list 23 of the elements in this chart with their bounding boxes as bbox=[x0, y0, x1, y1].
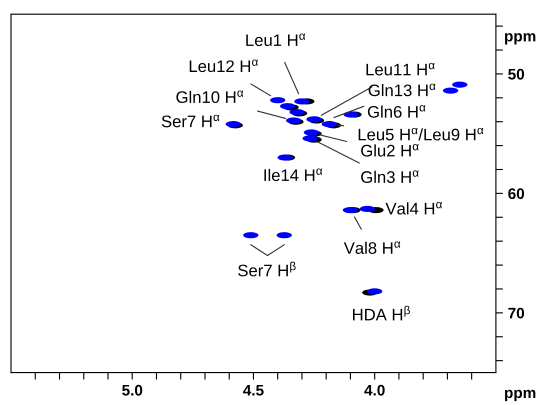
annotation: Gln13 H$^{α}$ bbox=[368, 84, 436, 96]
annotation: Val4 H$^{α}$ bbox=[386, 202, 442, 215]
y-tick-label: 70 bbox=[508, 308, 524, 319]
y-axis-title: ppm bbox=[505, 33, 536, 45]
x-tick-label: 4.0 bbox=[364, 384, 385, 396]
annotation: Ile14 H$^{α}$ bbox=[264, 168, 322, 182]
annotation: HDA H$^{β}$ bbox=[353, 306, 410, 320]
annotation: Ser7 H$^{α}$ bbox=[162, 114, 220, 128]
annotation: Leu5 H$^{α}$/Leu9 H$^{α}$ bbox=[358, 128, 484, 140]
annotation: Val8 H$^{α}$ bbox=[344, 241, 400, 254]
annotation: Gln10 H$^{α}$ bbox=[176, 90, 244, 104]
annotation: Gln3 H$^{α}$ bbox=[361, 170, 419, 183]
x-axis-title: ppm bbox=[505, 390, 536, 402]
annotation: Leu1 H$^{α}$ bbox=[246, 33, 306, 46]
annotation: Leu12 H$^{α}$ bbox=[190, 60, 258, 72]
annotation: Gln6 H$^{α}$ bbox=[368, 105, 426, 118]
x-tick-label: 4.5 bbox=[243, 384, 264, 396]
y-tick-label: 50 bbox=[508, 68, 524, 80]
annotation: Glu2 H$^{α}$ bbox=[361, 144, 419, 157]
annotation: Leu11 H$^{α}$ bbox=[366, 62, 435, 76]
annotation: Ser7 H$^{β}$ bbox=[238, 262, 296, 276]
y-tick-label: 60 bbox=[508, 188, 524, 200]
x-tick-label: 5.0 bbox=[122, 384, 142, 396]
